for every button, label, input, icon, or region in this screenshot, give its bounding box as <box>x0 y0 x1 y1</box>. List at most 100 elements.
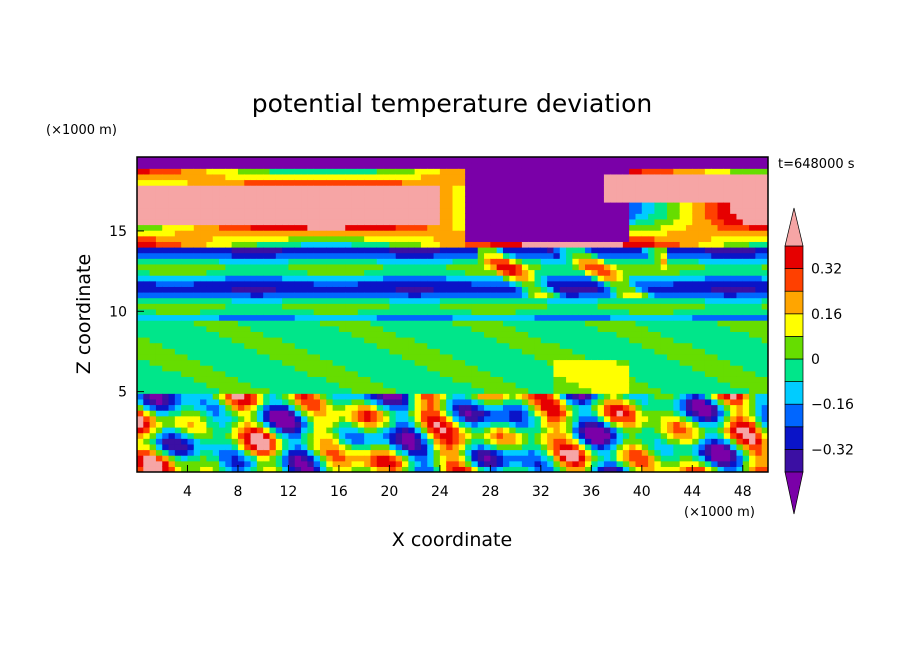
field-cell <box>250 162 258 169</box>
field-cell <box>471 393 479 400</box>
field-cell <box>566 398 573 406</box>
field-cell <box>427 162 435 169</box>
field-cell <box>231 376 239 383</box>
field-cell <box>181 466 189 472</box>
field-cell <box>660 297 668 304</box>
field-cell <box>408 331 416 338</box>
field-cell <box>244 337 252 344</box>
field-cell <box>484 382 491 389</box>
field-cell <box>591 213 599 220</box>
field-cell <box>181 263 189 271</box>
field-cell <box>181 269 189 276</box>
field-cell <box>137 427 144 434</box>
field-cell <box>490 235 498 242</box>
field-cell <box>288 325 296 332</box>
field-cell <box>559 202 567 209</box>
field-cell <box>193 365 201 372</box>
field-cell <box>622 308 630 316</box>
field-cell <box>364 218 372 226</box>
field-cell <box>338 224 346 231</box>
field-cell <box>263 449 271 456</box>
field-cell <box>200 297 208 304</box>
field-cell <box>427 455 435 462</box>
field-cell <box>515 443 523 451</box>
field-cell <box>395 331 403 338</box>
field-cell <box>288 376 296 383</box>
field-cell <box>219 224 226 231</box>
field-cell <box>660 179 668 186</box>
field-cell <box>502 449 510 456</box>
field-cell <box>326 303 334 310</box>
field-cell <box>559 258 567 265</box>
field-cell <box>282 286 290 293</box>
field-cell <box>282 157 290 164</box>
field-cell <box>654 303 662 310</box>
field-cell <box>269 382 277 389</box>
field-cell <box>433 162 441 169</box>
field-cell <box>427 241 435 248</box>
field-cell <box>427 325 435 332</box>
field-cell <box>370 432 378 439</box>
field-cell <box>181 449 189 456</box>
field-cell <box>502 157 510 164</box>
field-cell <box>345 314 353 321</box>
field-cell <box>212 331 220 338</box>
field-cell <box>376 421 384 428</box>
field-cell <box>345 432 353 439</box>
field-cell <box>219 325 226 332</box>
field-cell <box>509 235 517 242</box>
field-cell <box>534 443 542 451</box>
field-cell <box>465 382 473 389</box>
field-cell <box>648 190 656 197</box>
field-cell <box>439 337 447 344</box>
field-cell <box>673 337 681 344</box>
field-cell <box>319 247 327 254</box>
field-cell <box>294 263 302 271</box>
field-cell <box>181 230 189 237</box>
field-cell <box>629 263 637 271</box>
field-cell <box>616 308 624 316</box>
field-cell <box>673 218 681 226</box>
field-cell <box>219 190 226 197</box>
field-cell <box>490 466 498 472</box>
field-cell <box>351 275 359 282</box>
field-cell <box>250 466 258 472</box>
field-cell <box>452 224 460 231</box>
field-cell <box>181 314 189 321</box>
field-cell <box>528 168 536 175</box>
field-cell <box>458 168 466 175</box>
field-cell <box>502 207 510 214</box>
field-cell <box>137 325 144 332</box>
field-cell <box>389 207 397 214</box>
field-cell <box>326 185 334 192</box>
field-cell <box>326 162 334 169</box>
field-cell <box>528 173 536 181</box>
field-cell <box>471 173 479 181</box>
field-cell <box>357 398 365 406</box>
field-cell <box>370 415 378 422</box>
field-cell <box>502 455 510 462</box>
field-cell <box>155 308 163 316</box>
field-cell <box>465 348 473 355</box>
field-cell <box>629 247 637 254</box>
field-cell <box>338 449 346 456</box>
field-cell <box>509 275 517 282</box>
field-cell <box>540 359 548 366</box>
field-cell <box>307 202 315 209</box>
field-cell <box>332 353 340 361</box>
field-cell <box>484 337 491 344</box>
field-cell <box>250 320 258 327</box>
field-cell <box>402 325 409 332</box>
field-cell <box>465 185 473 192</box>
field-cell <box>446 207 454 214</box>
field-cell <box>282 415 290 422</box>
field-cell <box>446 393 454 400</box>
field-cell <box>237 241 245 248</box>
field-cell <box>231 449 239 456</box>
field-cell <box>364 196 372 203</box>
field-cell <box>433 157 441 164</box>
field-cell <box>496 213 504 220</box>
field-cell <box>553 280 561 287</box>
field-cell <box>427 331 435 338</box>
field-cell <box>414 404 422 411</box>
